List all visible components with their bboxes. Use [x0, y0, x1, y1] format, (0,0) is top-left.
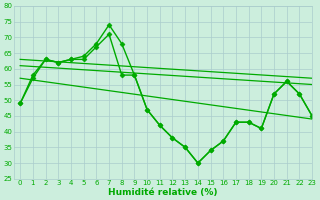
- X-axis label: Humidité relative (%): Humidité relative (%): [108, 188, 218, 197]
